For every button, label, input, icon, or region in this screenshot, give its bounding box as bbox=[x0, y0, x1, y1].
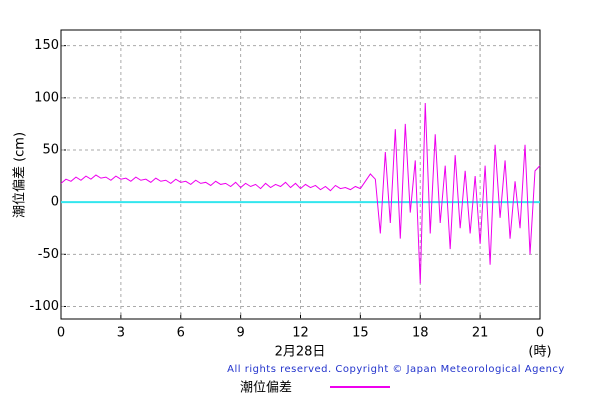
y-axis-label: 潮位偏差 (cm) bbox=[13, 132, 28, 218]
x-tick-label: 21 bbox=[472, 326, 489, 341]
data-line bbox=[60, 103, 541, 284]
x-tick-label: 3 bbox=[117, 326, 125, 341]
legend-label: 潮位偏差 bbox=[240, 381, 292, 396]
x-tick-label: 0 bbox=[536, 326, 544, 341]
x-unit: (時) bbox=[528, 345, 551, 360]
y-tick-label: 100 bbox=[34, 90, 59, 105]
plot-frame bbox=[60, 29, 541, 320]
x-tick-label: 15 bbox=[352, 326, 369, 341]
x-tick-label: 6 bbox=[177, 326, 185, 341]
x-tick-label: 18 bbox=[412, 326, 429, 341]
x-tick-label: 0 bbox=[57, 326, 65, 341]
y-tick-label: 50 bbox=[42, 142, 59, 157]
y-tick-label: 150 bbox=[34, 38, 59, 53]
x-axis-label: 2月28日 bbox=[275, 345, 326, 360]
copyright: All rights reserved. Copyright © Japan M… bbox=[227, 364, 565, 375]
x-tick-label: 12 bbox=[292, 326, 309, 341]
y-tick-label: -100 bbox=[29, 299, 59, 314]
y-tick-label: 0 bbox=[51, 195, 59, 210]
y-tick-label: -50 bbox=[38, 247, 59, 262]
x-tick-label: 9 bbox=[236, 326, 244, 341]
